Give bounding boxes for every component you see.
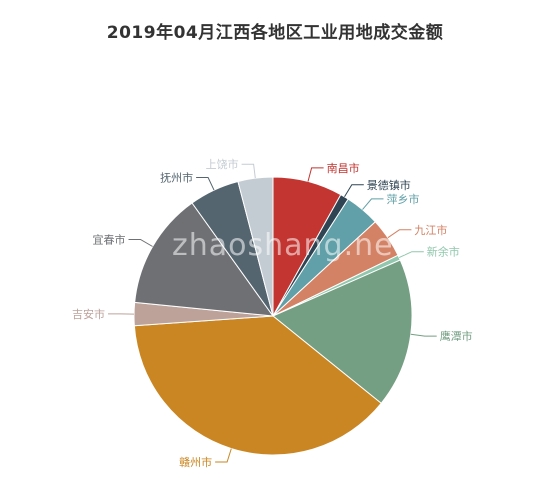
pie-slice[interactable]: [133, 315, 382, 456]
pie-slice[interactable]: [237, 176, 274, 317]
pie-slice[interactable]: [134, 202, 275, 317]
pie-leader-line: [215, 448, 232, 463]
pie-leader-line: [128, 239, 153, 247]
pie-slice-label: 萍乡市: [387, 192, 420, 206]
pie-slice-label: 赣州市: [179, 455, 212, 469]
pie-leader-line: [387, 229, 412, 239]
pie-slice-label: 新余市: [427, 245, 460, 259]
pie-slice-label: 南昌市: [327, 161, 360, 175]
pie-label-leaders: [108, 163, 437, 463]
watermark-text: zhaoshang.net: [172, 228, 407, 263]
pie-leader-line: [241, 163, 256, 179]
pie-slice-label: 上饶市: [206, 157, 239, 171]
pie-slice-label: 抚州市: [160, 171, 193, 185]
pie-slice[interactable]: [272, 259, 413, 404]
pie-slice-label: 吉安市: [72, 307, 105, 321]
pie-leader-line: [344, 184, 364, 198]
chart-title: 2019年04月江西各地区工业用地成交金额: [106, 23, 444, 43]
pie-leader-line: [410, 333, 437, 337]
pie-slices: [133, 176, 413, 456]
pie-leader-line: [196, 177, 215, 191]
pie-leader-line: [307, 167, 324, 182]
pie-slice-label: 九江市: [414, 223, 447, 237]
pie-slice-label: 鹰潭市: [440, 329, 473, 343]
pie-slice-label: 景德镇市: [367, 178, 411, 192]
pie-slice-label: 宜春市: [93, 233, 126, 247]
pie-leader-line: [362, 198, 384, 210]
pie-leader-line: [398, 251, 424, 259]
